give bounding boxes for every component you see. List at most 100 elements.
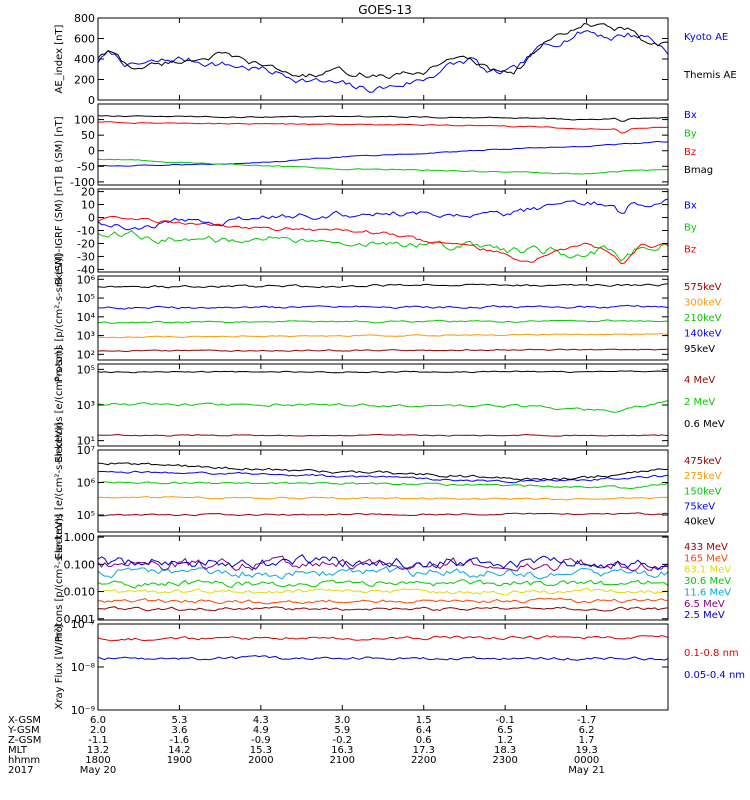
legend-4-mev: 4 MeV (684, 375, 715, 386)
y-tick-label: 10¹ (77, 435, 95, 448)
series-line-4-mev (98, 433, 668, 437)
legend-bx: Bx (684, 110, 697, 121)
y-tick-label: -40 (77, 263, 95, 276)
panel-frame (97, 17, 669, 101)
x-table-value: 1.2 (497, 735, 513, 746)
y-tick-label: 10⁶ (77, 477, 96, 490)
legend-kyoto-ae: Kyoto AE (684, 32, 728, 43)
x-table-value: -1.7 (577, 715, 597, 726)
legend-75kev: 75keV (684, 502, 715, 513)
legend-210kev: 210keV (684, 313, 722, 324)
y-tick-label: 0.010 (64, 586, 96, 599)
y-tick-label: 10⁴ (77, 311, 96, 324)
y-tick-label: 10³ (77, 399, 95, 412)
x-table-value: 3.0 (334, 715, 350, 726)
panel-4: 10² 10³ 10⁴ 10⁵ 10⁶ Protons [p/(cm²-s-sr-keV)… (54, 254, 722, 382)
series-line-300kev (98, 332, 668, 339)
series-line-210kev (98, 319, 668, 324)
x-table-value: 1.5 (416, 715, 432, 726)
y-tick-label: -100 (70, 176, 95, 189)
x-table-value: 6.2 (579, 725, 595, 736)
y-tick-label: 20 (81, 186, 95, 199)
x-table-value: 1900 (167, 755, 192, 766)
x-table-value: -1.1 (88, 735, 108, 746)
x-table-value: 2000 (248, 755, 273, 766)
y-tick-label: 10⁵ (77, 509, 95, 522)
x-row-label: Y-GSM (7, 725, 40, 736)
x-table-value: -0.9 (251, 735, 271, 746)
legend-bx: Bx (684, 201, 697, 212)
legend-bz: Bz (684, 147, 696, 158)
panel-frame (97, 275, 669, 361)
legend-themis-ae: Themis AE (683, 70, 737, 81)
y-axis-label: B (SM) [nT] (54, 116, 65, 172)
panel-frame (97, 188, 669, 273)
panel-8: 10⁻⁹ 10⁻⁸ 10⁻⁷ Xray Flux [W/m²] 0.1-0.8 nm 0.… (54, 618, 745, 717)
y-tick-label: 10⁶ (77, 273, 96, 286)
legend-140kev: 140keV (684, 329, 722, 340)
series-group (98, 635, 668, 661)
series-group (98, 554, 668, 612)
y-tick-label: -20 (77, 237, 95, 250)
series-line-63-1-mev (98, 587, 668, 596)
x-table-value: 17.3 (413, 745, 435, 756)
series-line-95kev (98, 283, 668, 289)
x-table-value: 2.0 (90, 725, 106, 736)
series-line-140kev (98, 304, 668, 310)
series-line-275kev (98, 496, 668, 501)
series-line-433-mev (98, 606, 668, 612)
series-group (98, 283, 668, 353)
series-line-0-6-mev (98, 370, 668, 374)
legend-2-mev: 2 MeV (684, 397, 715, 408)
legend-0-6-mev: 0.6 MeV (684, 419, 725, 430)
legend-bmag: Bmag (684, 165, 713, 176)
y-tick-label: 600 (74, 33, 95, 46)
y-axis-label: B (SM)-IGRF (SM) [nT] (54, 176, 65, 285)
y-tick-label: 10⁻⁹ (71, 704, 95, 717)
x-table-value: 2200 (411, 755, 436, 766)
series-line-575kev (98, 348, 668, 353)
x-table-value: 6.0 (90, 715, 106, 726)
x-table-value: -0.1 (495, 715, 515, 726)
x-row-label: Z-GSM (8, 735, 41, 746)
series-group (98, 115, 668, 175)
y-tick-label: 0 (88, 212, 95, 225)
x-table-value: 18.3 (494, 745, 516, 756)
legend-2-5-mev: 2.5 MeV (684, 610, 725, 621)
legend-300kev: 300keV (684, 298, 722, 309)
x-table-value: 1800 (85, 755, 110, 766)
x-row-label: hhmm (8, 755, 40, 766)
series-group (98, 370, 668, 437)
x-table-value: -0.2 (333, 735, 353, 746)
series-line-0-05-0-4-nm (98, 655, 668, 661)
panel-6: 10⁵ 10⁶ 10⁷ Electrons [e/(cm²-s-sr-keV)] 475… (54, 422, 722, 559)
x-table-value: 2300 (492, 755, 517, 766)
x-table-value: 13.2 (87, 745, 109, 756)
legend-95kev: 95keV (684, 344, 715, 355)
panel-5: 10¹ 10³ 10⁵ Electrons [e/(cm²-s-sr)] 4 MeV 2 … (54, 347, 725, 463)
x-table-value: May 21 (568, 765, 605, 776)
y-axis-label: Xray Flux [W/m²] (54, 624, 65, 709)
x-table-value: May 20 (80, 765, 117, 776)
panel-frame (97, 363, 669, 447)
legend-0-05-0-4-nm: 0.05-0.4 nm (684, 670, 745, 681)
y-tick-label: 10³ (77, 330, 95, 343)
x-table-value: 19.3 (575, 745, 597, 756)
series-line-165-mev (98, 597, 668, 605)
series-line-11-6-mev (98, 565, 668, 580)
y-axis-label: Electrons [e/(cm²-s-sr-keV)] (54, 422, 65, 559)
legend-0-1-0-8-nm: 0.1-0.8 nm (684, 648, 739, 659)
series-line-0-1-0-8-nm (98, 635, 668, 642)
series-line-40kev (98, 462, 668, 481)
y-axis-label: Protons [p/(cm²-s-sr-keV)] (54, 254, 65, 382)
series-line-475kev (98, 512, 668, 517)
legend-433-mev: 433 MeV (684, 542, 728, 553)
legend-150kev: 150keV (684, 486, 722, 497)
legend-30-6-mev: 30.6 MeV (684, 576, 731, 587)
x-table-value: 1.7 (579, 735, 595, 746)
y-tick-label: 0 (88, 145, 95, 158)
y-tick-label: 10⁻⁷ (71, 618, 95, 631)
x-table-value: 3.6 (171, 725, 187, 736)
